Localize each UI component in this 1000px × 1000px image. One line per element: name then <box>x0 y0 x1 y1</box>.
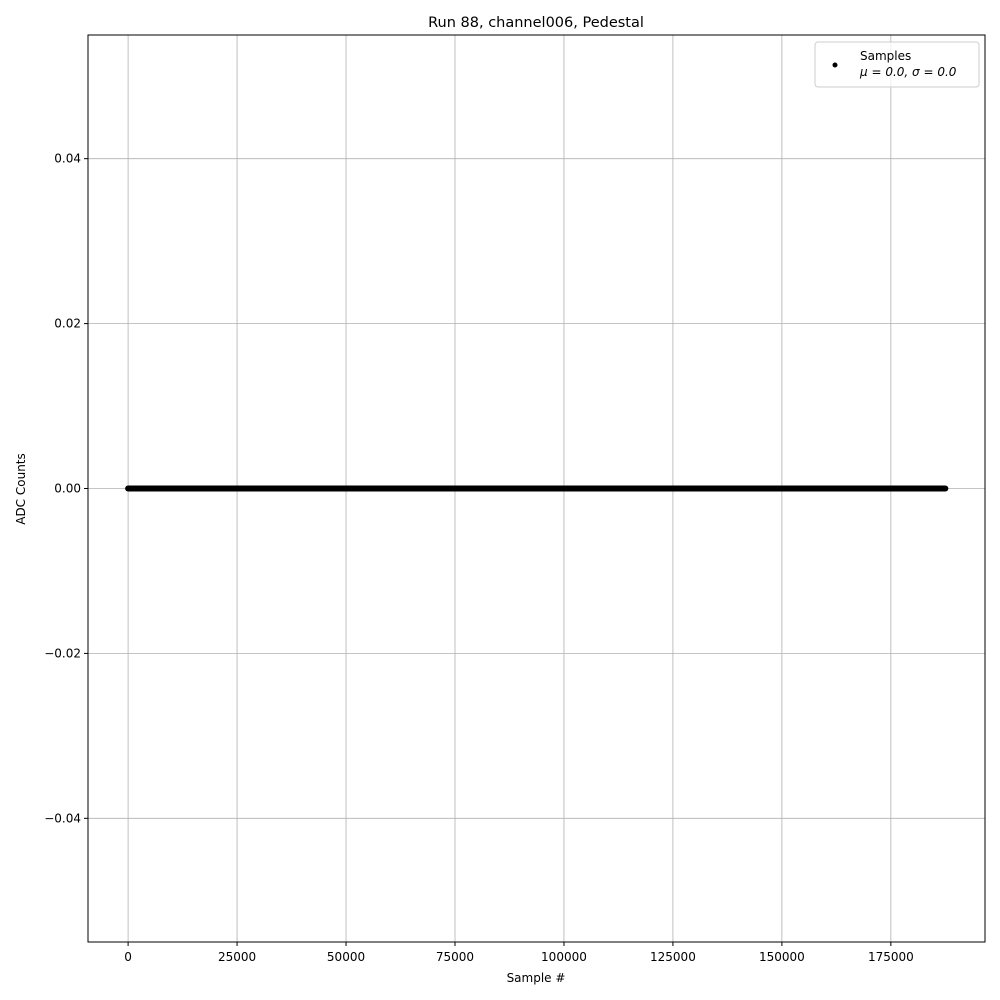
chart-title: Run 88, channel006, Pedestal <box>428 15 644 31</box>
x-tick-label: 175000 <box>868 950 914 964</box>
x-tick-label: 125000 <box>650 950 696 964</box>
y-axis-label: ADC Counts <box>14 453 28 525</box>
x-tick-label: 0 <box>124 950 132 964</box>
legend-marker <box>832 62 838 68</box>
y-tick-label: 0.02 <box>54 317 81 331</box>
legend-label: Samples <box>860 49 911 63</box>
x-ticks: 0 25000 50000 75000 100000 125000 150000 175000 <box>124 942 914 964</box>
y-tick-label: 0.04 <box>54 152 81 166</box>
x-tick-label: 150000 <box>759 950 805 964</box>
y-tick-label: −0.02 <box>44 646 81 660</box>
y-tick-label: 0.00 <box>54 482 81 496</box>
legend-box <box>814 41 980 88</box>
y-tick-label: −0.04 <box>44 811 81 825</box>
legend-stats: μ = 0.0, σ = 0.0 <box>859 65 957 79</box>
x-tick-label: 100000 <box>541 950 587 964</box>
x-tick-label: 50000 <box>327 950 365 964</box>
legend: Samples μ = 0.0, σ = 0.0 <box>814 41 980 88</box>
x-tick-label: 25000 <box>218 950 256 964</box>
x-axis-label: Sample # <box>507 971 566 985</box>
x-tick-label: 75000 <box>436 950 474 964</box>
y-ticks: −0.04 −0.02 0.00 0.02 0.04 <box>44 152 88 825</box>
